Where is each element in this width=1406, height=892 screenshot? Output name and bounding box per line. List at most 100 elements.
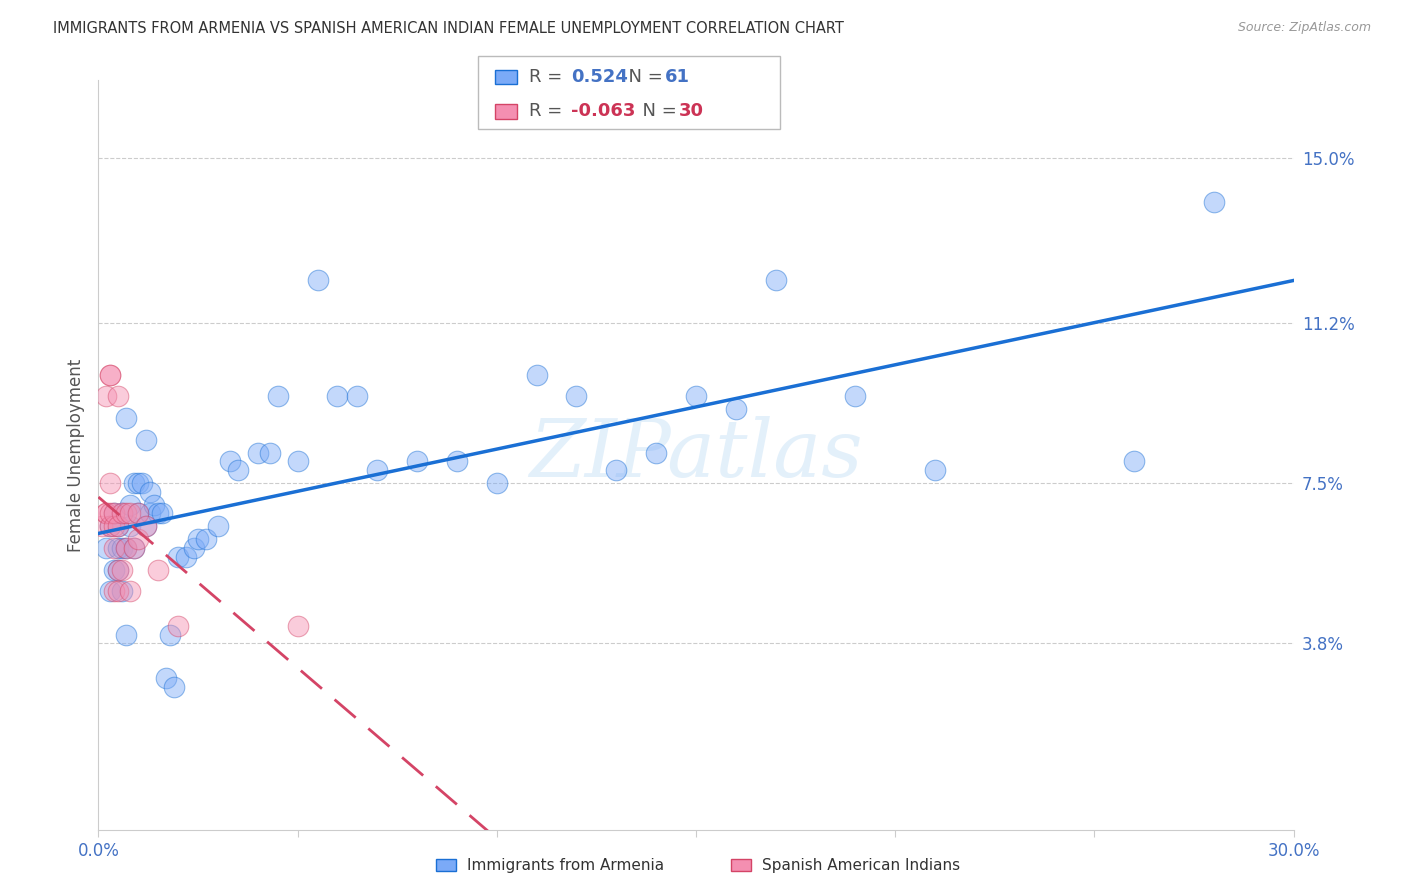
Point (148, 507, 170, 521)
Point (150, 507, 173, 521)
Point (131, 476, 153, 491)
Point (924, 463, 946, 477)
Point (115, 628, 138, 642)
Point (91, 519, 114, 533)
Point (183, 541, 205, 555)
Text: Immigrants from Armenia: Immigrants from Armenia (467, 858, 664, 872)
Text: R =: R = (529, 68, 574, 86)
Point (103, 541, 125, 555)
Point (111, 563, 134, 577)
Point (98, 519, 122, 533)
Point (287, 619, 309, 633)
Point (120, 519, 142, 533)
Point (219, 454, 242, 468)
Point (115, 411, 138, 425)
Point (148, 563, 170, 577)
Point (1202, 194, 1225, 209)
Point (724, 402, 747, 417)
Point (107, 563, 129, 577)
Point (103, 507, 125, 521)
Point (111, 507, 134, 521)
Text: N =: N = (617, 68, 669, 86)
Point (96, 541, 118, 555)
Point (98, 584, 122, 599)
Point (98, 368, 122, 382)
Point (685, 389, 707, 403)
Point (124, 476, 146, 491)
Point (139, 484, 162, 499)
Point (107, 389, 129, 403)
Text: Spanish American Indians: Spanish American Indians (762, 858, 960, 872)
Text: R =: R = (529, 103, 568, 120)
Point (267, 389, 290, 403)
Point (246, 446, 269, 460)
Point (111, 507, 134, 521)
Point (187, 533, 209, 547)
Point (127, 507, 149, 521)
Point (143, 498, 166, 512)
Text: Source: ZipAtlas.com: Source: ZipAtlas.com (1237, 21, 1371, 34)
Point (155, 671, 177, 685)
Point (111, 584, 134, 599)
Text: 0.524: 0.524 (571, 68, 627, 86)
Point (346, 389, 368, 403)
Point (107, 519, 129, 533)
Point (96, 389, 118, 403)
Point (195, 533, 218, 547)
Point (107, 563, 129, 577)
Point (174, 549, 197, 564)
Text: 30: 30 (679, 103, 704, 120)
Point (605, 463, 627, 477)
Text: 61: 61 (665, 68, 690, 86)
Point (115, 541, 138, 555)
Point (96, 507, 118, 521)
Point (167, 549, 190, 564)
Point (124, 541, 146, 555)
Point (124, 541, 146, 555)
Point (326, 389, 349, 403)
Point (120, 584, 142, 599)
Point (107, 584, 129, 599)
Point (645, 446, 668, 460)
Point (526, 368, 548, 382)
Point (159, 628, 181, 642)
Point (98, 507, 122, 521)
Text: -0.063: -0.063 (571, 103, 636, 120)
Point (103, 507, 125, 521)
Text: N =: N = (631, 103, 683, 120)
Point (107, 541, 129, 555)
Point (366, 463, 388, 477)
Point (446, 454, 468, 468)
Point (485, 476, 508, 491)
Text: ZIPatlas: ZIPatlas (529, 417, 863, 493)
Y-axis label: Female Unemployment: Female Unemployment (66, 359, 84, 551)
Point (98, 519, 122, 533)
Point (1123, 454, 1146, 468)
Point (120, 507, 142, 521)
Point (98, 476, 122, 491)
Point (307, 272, 329, 286)
Point (127, 507, 149, 521)
Point (115, 507, 138, 521)
Point (115, 541, 138, 555)
Point (135, 519, 157, 533)
Point (226, 463, 249, 477)
Point (406, 454, 429, 468)
Point (844, 389, 866, 403)
Point (287, 454, 309, 468)
Text: IMMIGRANTS FROM ARMENIA VS SPANISH AMERICAN INDIAN FEMALE UNEMPLOYMENT CORRELATI: IMMIGRANTS FROM ARMENIA VS SPANISH AMERI… (53, 21, 844, 36)
Point (103, 563, 125, 577)
Point (139, 507, 162, 521)
Point (120, 498, 142, 512)
Point (765, 272, 787, 286)
Point (167, 619, 190, 633)
Point (96, 507, 118, 521)
Point (107, 519, 129, 533)
Point (127, 476, 149, 491)
Point (98, 368, 122, 382)
Point (103, 519, 125, 533)
Point (259, 446, 281, 460)
Point (163, 680, 186, 694)
Point (135, 433, 157, 447)
Point (135, 519, 157, 533)
